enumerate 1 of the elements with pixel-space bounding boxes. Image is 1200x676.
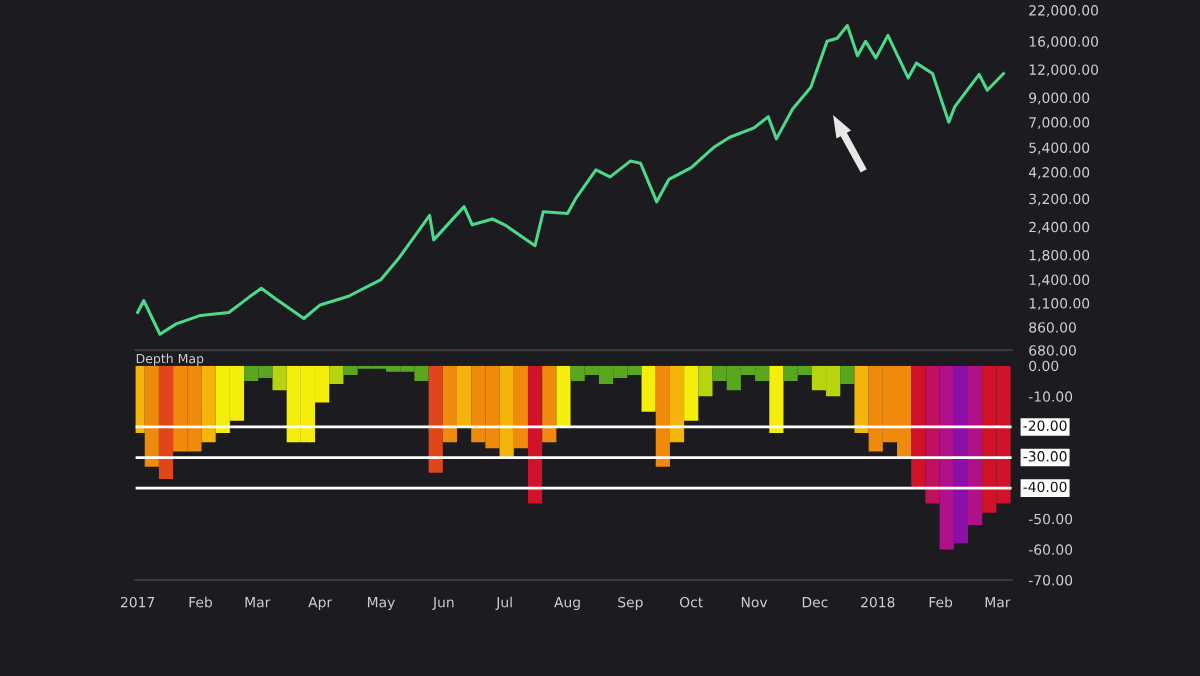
line-series <box>136 23 1006 336</box>
